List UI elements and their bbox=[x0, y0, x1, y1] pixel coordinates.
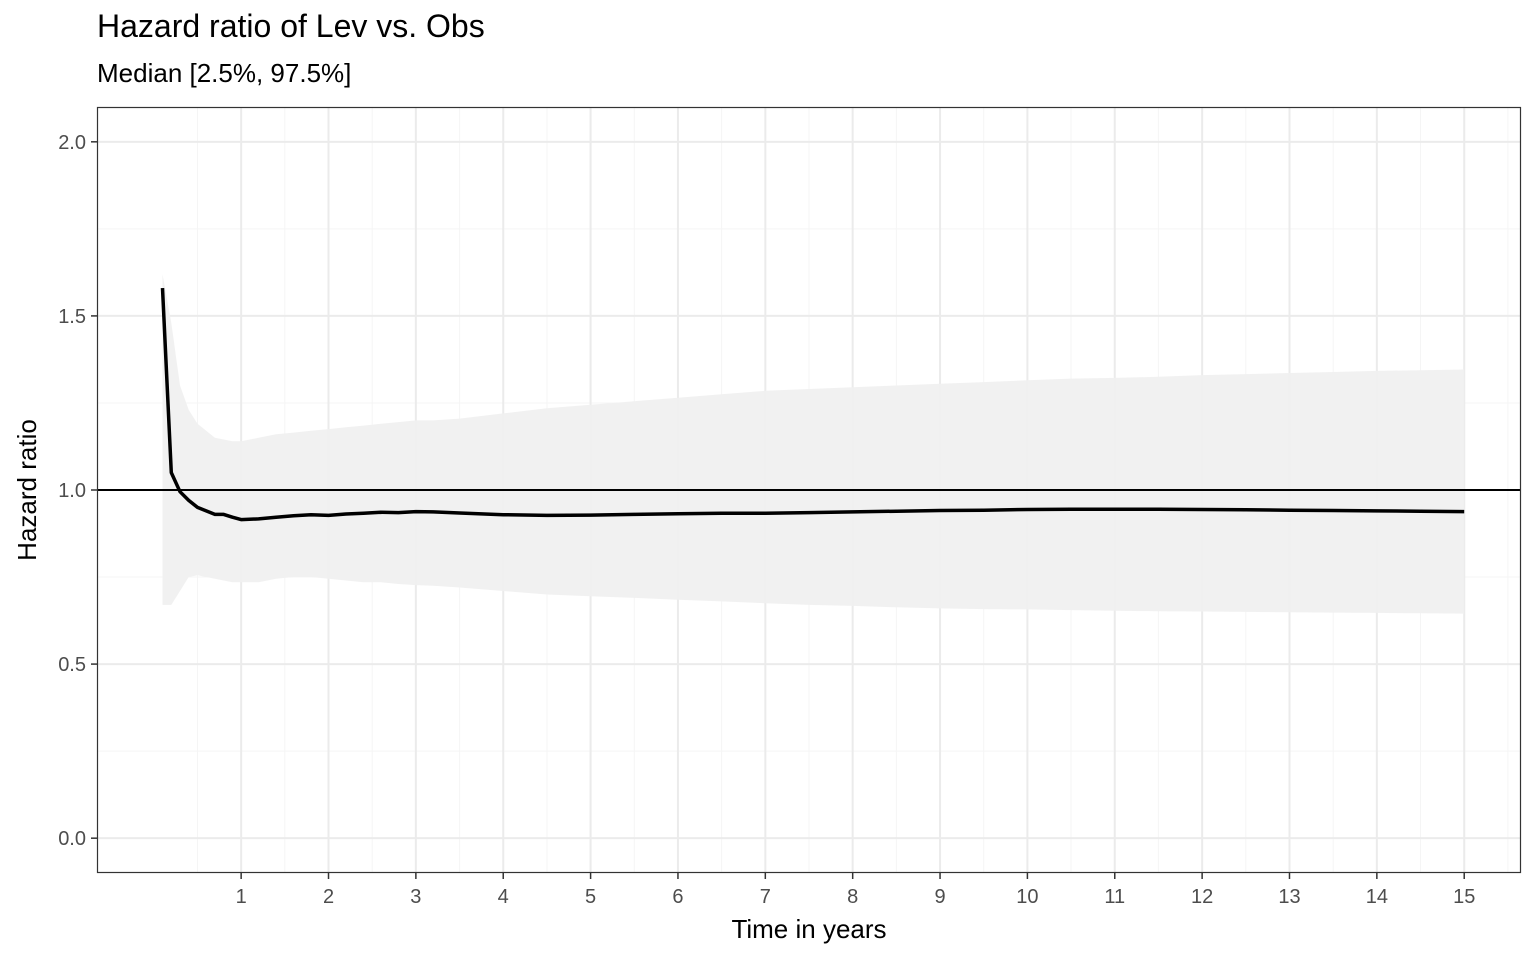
median-line bbox=[160, 288, 1465, 522]
x-tick-label: 4 bbox=[498, 886, 509, 908]
y-tick-label: 2.0 bbox=[58, 132, 86, 154]
y-tick-label: 0.0 bbox=[58, 828, 86, 850]
x-tick-label: 7 bbox=[760, 886, 771, 908]
chart-subtitle: Median [2.5%, 97.5%] bbox=[97, 58, 352, 88]
x-tick-label: 15 bbox=[1453, 886, 1475, 908]
x-tick-label: 13 bbox=[1278, 886, 1300, 908]
x-tick-label: 10 bbox=[1016, 886, 1038, 908]
x-tick-label: 11 bbox=[1104, 886, 1125, 908]
panel-border bbox=[96, 106, 1522, 874]
y-axis-title: Hazard ratio bbox=[12, 419, 42, 561]
x-tick-label: 3 bbox=[410, 886, 421, 908]
x-tick-label: 5 bbox=[585, 886, 596, 908]
y-tick-label: 0.5 bbox=[58, 654, 86, 676]
y-axis: 0.0 0.5 1.0 1.5 2.0 bbox=[58, 132, 97, 850]
y-tick-label: 1.5 bbox=[58, 306, 86, 328]
x-axis-title: Time in years bbox=[731, 914, 886, 944]
x-axis: 1 2 3 4 5 6 7 8 9 10 11 12 13 14 15 bbox=[236, 873, 1475, 908]
x-tick-label: 6 bbox=[672, 886, 683, 908]
x-tick-label: 2 bbox=[323, 886, 334, 908]
confidence-ribbon bbox=[162, 274, 1465, 614]
chart-title: Hazard ratio of Lev vs. Obs bbox=[97, 8, 485, 44]
y-tick-label: 1.0 bbox=[58, 480, 86, 502]
x-tick-label: 9 bbox=[934, 886, 945, 908]
x-tick-label: 12 bbox=[1191, 886, 1213, 908]
x-tick-label: 14 bbox=[1366, 886, 1388, 908]
x-tick-label: 1 bbox=[236, 886, 247, 908]
x-tick-label: 8 bbox=[847, 886, 858, 908]
